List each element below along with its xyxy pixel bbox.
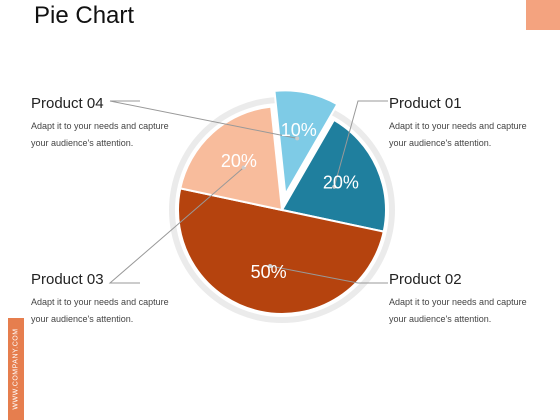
leader-line-product-04: [109, 100, 298, 139]
leader-dot-product-01: [332, 184, 337, 189]
product-03-desc-line1: Adapt it to your needs and capture: [31, 297, 169, 307]
product-03-name: Product 03: [31, 271, 104, 288]
pie-slice-product-04: [273, 89, 339, 198]
slice-label-product-03: 20%: [221, 151, 257, 171]
product-03-description: Adapt it to your needs and capture your …: [31, 294, 191, 328]
product-02-name: Product 02: [389, 271, 462, 288]
product-04-name: Product 04: [31, 95, 104, 112]
slice-label-product-02: 50%: [251, 262, 287, 282]
pie-slice-product-02: [177, 187, 385, 315]
product-01-name: Product 01: [389, 95, 462, 112]
product-01-description: Adapt it to your needs and capture your …: [389, 118, 549, 152]
product-02-block: Product 02 Adapt it to your needs and ca…: [389, 271, 549, 328]
pie-slice-product-03: [179, 105, 284, 212]
corner-accent-block: [526, 0, 560, 30]
product-03-desc-line2: your audience's attention.: [31, 314, 134, 324]
leader-line-product-01: [333, 100, 388, 187]
slice-label-product-01: 20%: [323, 173, 359, 193]
leader-line-product-02: [270, 265, 388, 284]
footer-side-bar: [8, 318, 24, 420]
product-01-desc-line1: Adapt it to your needs and capture: [389, 121, 527, 131]
leader-dot-product-03: [241, 165, 246, 170]
product-04-desc-line1: Adapt it to your needs and capture: [31, 121, 169, 131]
product-01-block: Product 01 Adapt it to your needs and ca…: [389, 95, 549, 152]
leader-line-product-03: [108, 167, 245, 284]
product-02-desc-line1: Adapt it to your needs and capture: [389, 297, 527, 307]
product-02-desc-line2: your audience's attention.: [389, 314, 492, 324]
product-03-block: Product 03 Adapt it to your needs and ca…: [31, 271, 191, 328]
page-title: Pie Chart: [34, 2, 135, 29]
leader-dot-product-04: [295, 136, 300, 141]
product-01-desc-line2: your audience's attention.: [389, 138, 492, 148]
product-04-description: Adapt it to your needs and capture your …: [31, 118, 191, 152]
slice-label-product-04: 10%: [281, 120, 317, 140]
product-04-desc-line2: your audience's attention.: [31, 138, 134, 148]
product-04-block: Product 04 Adapt it to your needs and ca…: [31, 95, 191, 152]
leader-dot-product-02: [268, 263, 273, 268]
pie-slice-product-01: [280, 118, 387, 233]
product-02-description: Adapt it to your needs and capture your …: [389, 294, 549, 328]
